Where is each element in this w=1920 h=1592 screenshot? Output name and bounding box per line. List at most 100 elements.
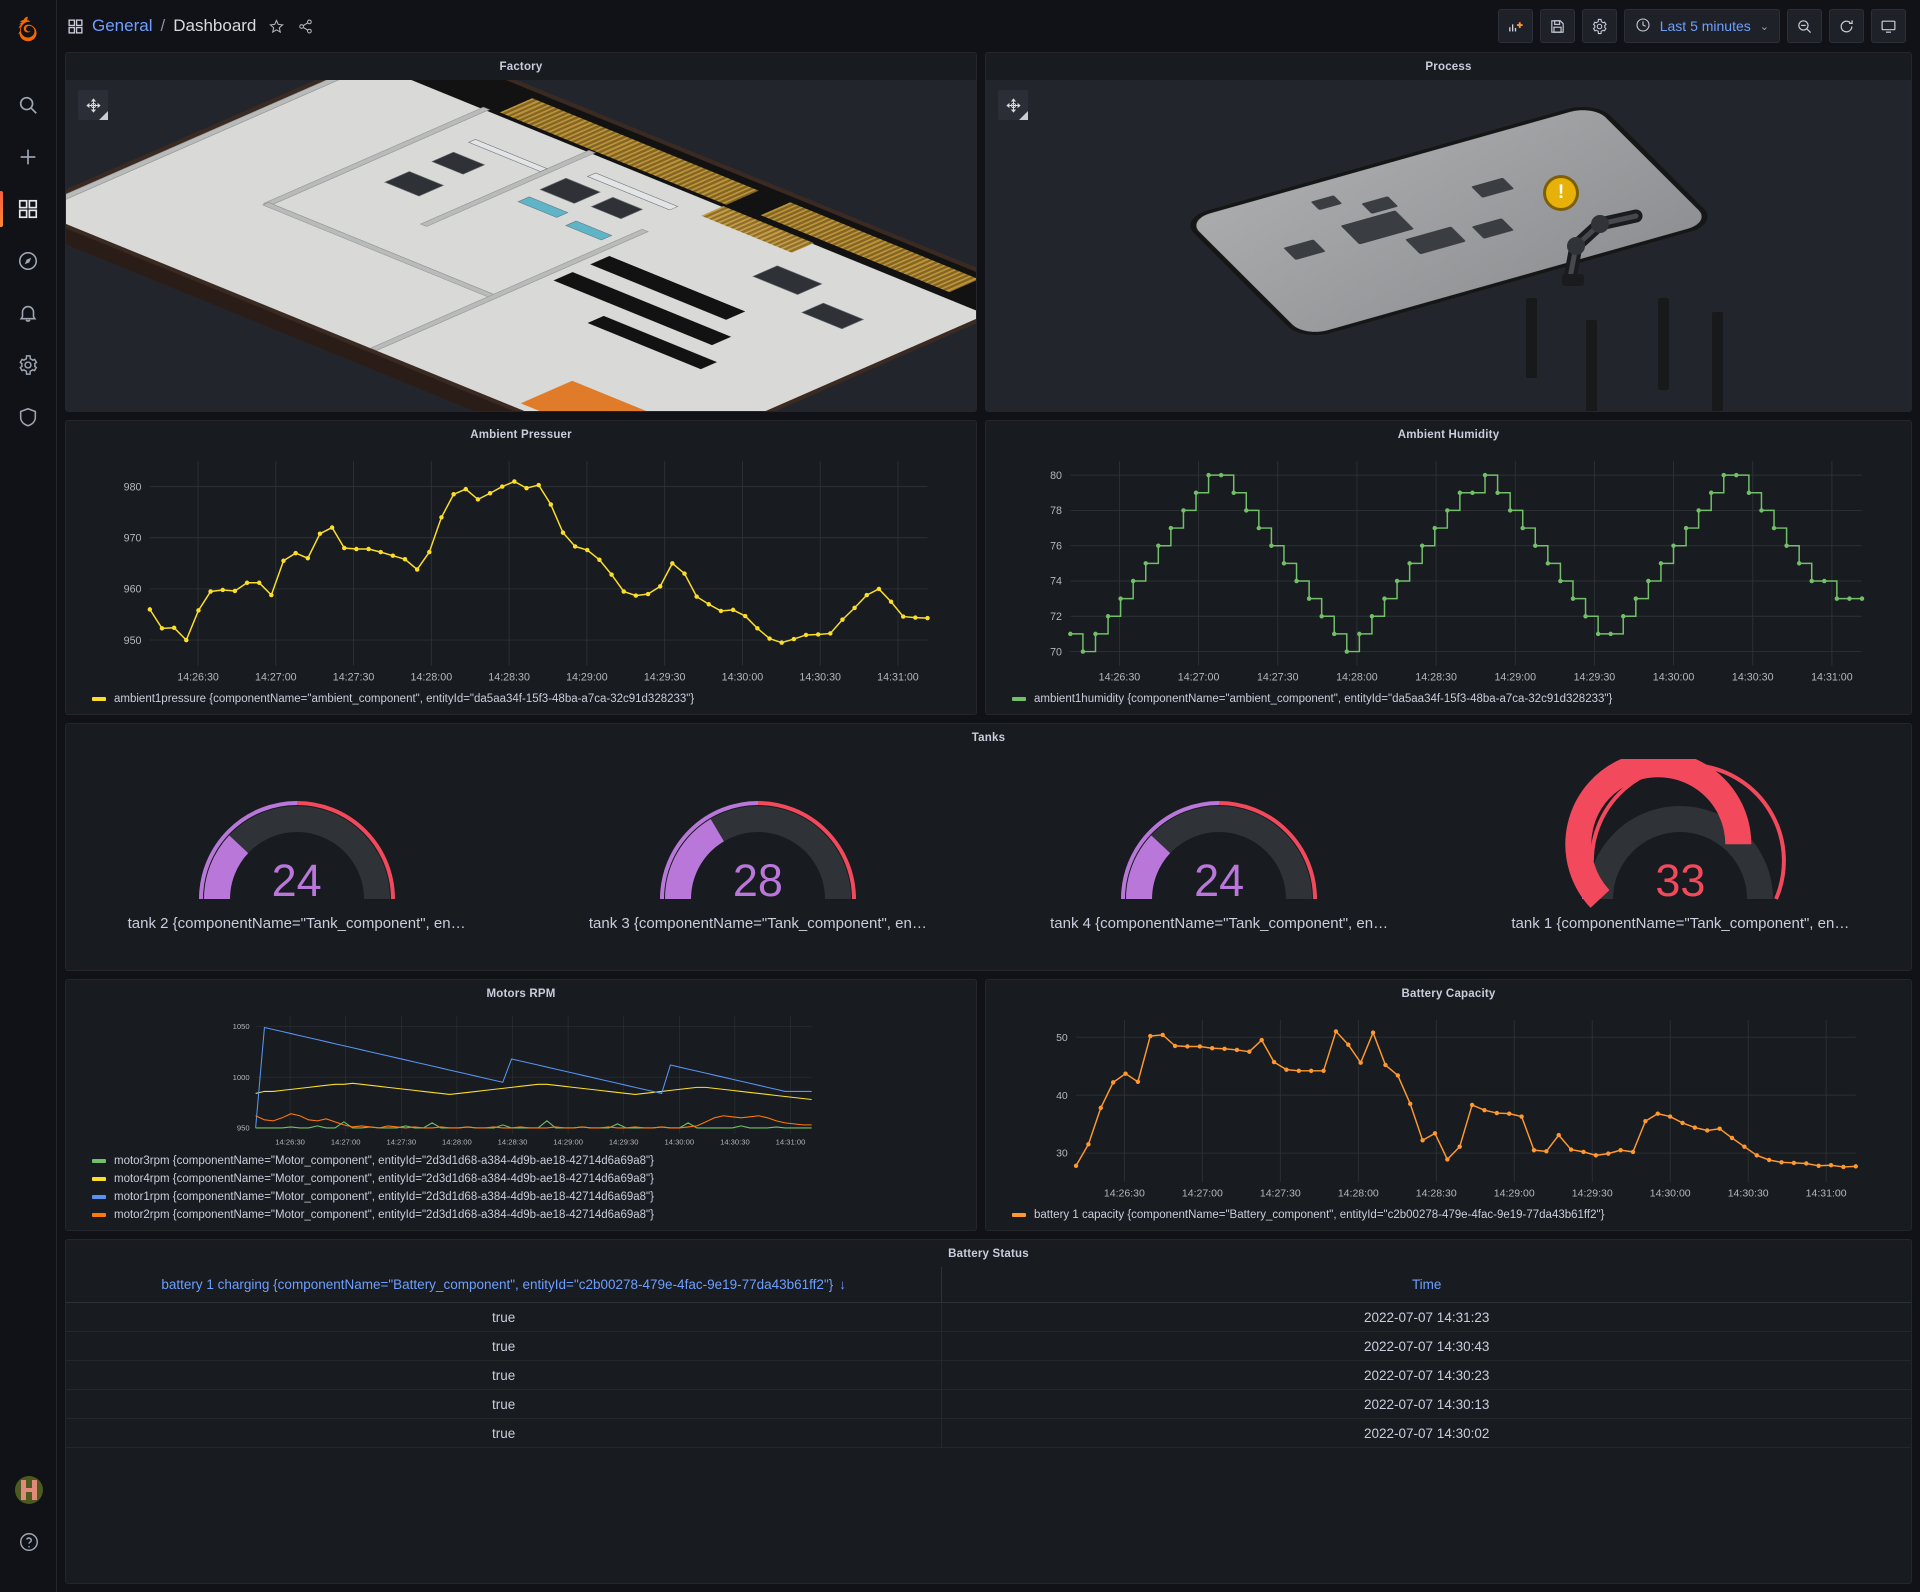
legend-item[interactable]: motor4rpm {componentName="Motor_componen… bbox=[92, 1170, 976, 1188]
warning-badge-icon: ! bbox=[1546, 178, 1576, 208]
table-row[interactable]: true 2022-07-07 14:30:02 bbox=[66, 1419, 1911, 1448]
table-cell-charging: true bbox=[66, 1332, 943, 1360]
panel-title-battery-capacity[interactable]: Battery Capacity bbox=[1401, 987, 1496, 1000]
panel-body-factory[interactable]: › bbox=[66, 80, 976, 411]
table-row[interactable]: true 2022-07-07 14:31:23 bbox=[66, 1303, 1911, 1332]
avatar-icon bbox=[14, 1476, 43, 1504]
help-icon[interactable] bbox=[9, 1522, 49, 1562]
legend-motors-rpm: motor3rpm {componentName="Motor_componen… bbox=[66, 1150, 976, 1230]
breadcrumb-folder[interactable]: General bbox=[92, 16, 153, 35]
dashboard-settings-button[interactable] bbox=[1581, 9, 1617, 43]
legend-item[interactable]: motor1rpm {componentName="Motor_componen… bbox=[92, 1188, 976, 1206]
sidebar-item-search[interactable] bbox=[8, 85, 48, 125]
star-icon[interactable] bbox=[268, 18, 285, 35]
zoom-out-button[interactable] bbox=[1787, 9, 1822, 43]
panel-body-process[interactable]: ! ✕ › bbox=[986, 80, 1911, 411]
grafana-logo-icon[interactable] bbox=[0, 0, 57, 57]
scene-pan-control-icon[interactable] bbox=[998, 90, 1028, 120]
sidebar-item-create[interactable] bbox=[8, 137, 48, 177]
table-column-label: battery 1 charging {componentName="Batte… bbox=[161, 1277, 834, 1292]
main-area: General / Dashboard bbox=[57, 0, 1920, 1592]
save-dashboard-button[interactable] bbox=[1539, 9, 1575, 43]
svg-text:14:27:00: 14:27:00 bbox=[1178, 672, 1220, 684]
panel-title-ambient-pressure[interactable]: Ambient Pressuer bbox=[470, 428, 572, 441]
refresh-button[interactable] bbox=[1829, 9, 1864, 43]
gauge-cell[interactable]: 33 tank 1 {componentName="Tank_component"… bbox=[1450, 751, 1911, 970]
table-column-header[interactable]: battery 1 charging {componentName="Batte… bbox=[66, 1267, 943, 1302]
gauge-cell[interactable]: 24 tank 4 {componentName="Tank_component"… bbox=[989, 751, 1450, 970]
svg-text:980: 980 bbox=[124, 481, 142, 493]
chart-motors-rpm[interactable]: 950 1000 1050 14:26:30 14:27:00 14:27:30 14:28… bbox=[66, 1007, 976, 1150]
table-cell-time: 2022-07-07 14:31:23 bbox=[1364, 1309, 1490, 1325]
dashboard-grid: Factory bbox=[57, 52, 1920, 1592]
svg-text:70: 70 bbox=[1050, 646, 1062, 658]
svg-text:14:31:00: 14:31:00 bbox=[776, 1138, 806, 1147]
panel-body-battery-capacity[interactable]: 30 40 50 14:26:30 14:27:00 14:27:30 14:28:00 14… bbox=[986, 1007, 1911, 1230]
gauge-value: 24 bbox=[271, 855, 322, 906]
svg-text:14:26:30: 14:26:30 bbox=[177, 672, 219, 684]
panel-title-battery-status[interactable]: Battery Status bbox=[948, 1247, 1029, 1260]
panel-title-ambient-humidity[interactable]: Ambient Humidity bbox=[1397, 428, 1500, 441]
sidebar-item-server-admin[interactable] bbox=[8, 397, 48, 437]
svg-text:14:29:30: 14:29:30 bbox=[644, 672, 686, 684]
chart-ambient-pressure[interactable]: 950 960 970 980 14:26:30 14:27:00 14:27:30 14:2… bbox=[66, 448, 976, 688]
add-panel-button[interactable] bbox=[1497, 9, 1533, 43]
panel-body-battery-status[interactable]: battery 1 charging {componentName="Batte… bbox=[66, 1267, 1911, 1583]
svg-text:74: 74 bbox=[1050, 576, 1062, 588]
panel-body-motors-rpm[interactable]: 950 1000 1050 14:26:30 14:27:00 14:27:30 14:28… bbox=[66, 1007, 976, 1230]
panel-body-ambient-humidity[interactable]: 70 72 74 76 78 80 14:26:30 14:27:00 14:27:30 14:2… bbox=[986, 448, 1911, 714]
svg-text:14:28:30: 14:28:30 bbox=[1416, 1188, 1457, 1200]
legend-item[interactable]: motor2rpm {componentName="Motor_componen… bbox=[92, 1206, 976, 1224]
table-row[interactable]: true 2022-07-07 14:30:13 bbox=[66, 1390, 1911, 1419]
legend-color-swatch bbox=[92, 1159, 106, 1163]
svg-text:14:27:30: 14:27:30 bbox=[1260, 1188, 1301, 1200]
table-row[interactable]: true 2022-07-07 14:30:23 bbox=[66, 1361, 1911, 1390]
process-3d-scene[interactable]: ! ✕ bbox=[986, 80, 1911, 411]
panel-motors-rpm: Motors RPM 950 1000 1050 14:26:30 14:27:00 14… bbox=[65, 979, 977, 1231]
svg-text:14:29:00: 14:29:00 bbox=[1494, 672, 1536, 684]
legend-label: ambient1humidity {componentName="ambient… bbox=[1034, 693, 1613, 705]
svg-text:14:30:00: 14:30:00 bbox=[664, 1138, 694, 1147]
table-column-header[interactable]: Time bbox=[942, 1267, 1911, 1302]
svg-text:14:27:00: 14:27:00 bbox=[1182, 1188, 1223, 1200]
sidebar-item-explore[interactable] bbox=[8, 241, 48, 281]
legend-item[interactable]: motor3rpm {componentName="Motor_componen… bbox=[92, 1152, 976, 1170]
gauge-dial: 24 bbox=[182, 759, 412, 909]
sidebar-item-alerting[interactable] bbox=[8, 293, 48, 333]
panel-title-factory[interactable]: Factory bbox=[499, 60, 543, 73]
gauge-label: tank 1 {componentName="Tank_component", … bbox=[1511, 915, 1850, 932]
gauge-dial: 24 bbox=[1104, 759, 1334, 909]
page-title[interactable]: Dashboard bbox=[173, 16, 257, 35]
svg-text:50: 50 bbox=[1056, 1032, 1068, 1044]
legend-item[interactable]: ambient1humidity {componentName="ambient… bbox=[1012, 690, 1911, 708]
legend-item[interactable]: ambient1pressure {componentName="ambient… bbox=[92, 690, 976, 708]
gauge-cell[interactable]: 24 tank 2 {componentName="Tank_component"… bbox=[66, 751, 527, 970]
time-range-picker[interactable]: Last 5 minutes ⌄ bbox=[1623, 9, 1780, 43]
chart-battery-capacity[interactable]: 30 40 50 14:26:30 14:27:00 14:27:30 14:28:00 14… bbox=[986, 1007, 1911, 1204]
table-row[interactable]: true 2022-07-07 14:30:43 bbox=[66, 1332, 1911, 1361]
svg-text:14:30:00: 14:30:00 bbox=[1650, 1188, 1691, 1200]
sidebar-item-dashboards[interactable] bbox=[0, 189, 48, 229]
scene-pan-control-icon[interactable] bbox=[78, 90, 108, 120]
panel-title-process[interactable]: Process bbox=[1425, 60, 1472, 73]
factory-floor bbox=[66, 80, 976, 411]
user-avatar[interactable] bbox=[9, 1470, 49, 1510]
chart-ambient-humidity[interactable]: 70 72 74 76 78 80 14:26:30 14:27:00 14:27:30 14:2… bbox=[986, 448, 1911, 688]
factory-3d-scene[interactable] bbox=[66, 80, 976, 411]
gauge-value: 28 bbox=[732, 855, 783, 906]
panel-title-motors-rpm[interactable]: Motors RPM bbox=[486, 987, 556, 1000]
legend-label: motor2rpm {componentName="Motor_componen… bbox=[114, 1209, 654, 1221]
gauge-cell[interactable]: 28 tank 3 {componentName="Tank_component"… bbox=[527, 751, 988, 970]
panel-body-ambient-pressure[interactable]: 950 960 970 980 14:26:30 14:27:00 14:27:30 14:2… bbox=[66, 448, 976, 714]
svg-text:14:30:30: 14:30:30 bbox=[720, 1138, 750, 1147]
dashboard-toolbar: Last 5 minutes ⌄ bbox=[1497, 9, 1906, 43]
table-cell-charging: true bbox=[66, 1390, 943, 1418]
share-icon[interactable] bbox=[297, 18, 314, 35]
legend-label: motor4rpm {componentName="Motor_componen… bbox=[114, 1173, 654, 1185]
legend-color-swatch bbox=[1012, 1213, 1026, 1217]
panel-body-tanks[interactable]: 24 tank 2 {componentName="Tank_component"… bbox=[66, 751, 1911, 970]
tv-mode-button[interactable] bbox=[1871, 9, 1906, 43]
legend-item[interactable]: battery 1 capacity {componentName="Batte… bbox=[1012, 1206, 1911, 1224]
panel-title-tanks[interactable]: Tanks bbox=[971, 731, 1006, 744]
sidebar-item-configuration[interactable] bbox=[8, 345, 48, 385]
